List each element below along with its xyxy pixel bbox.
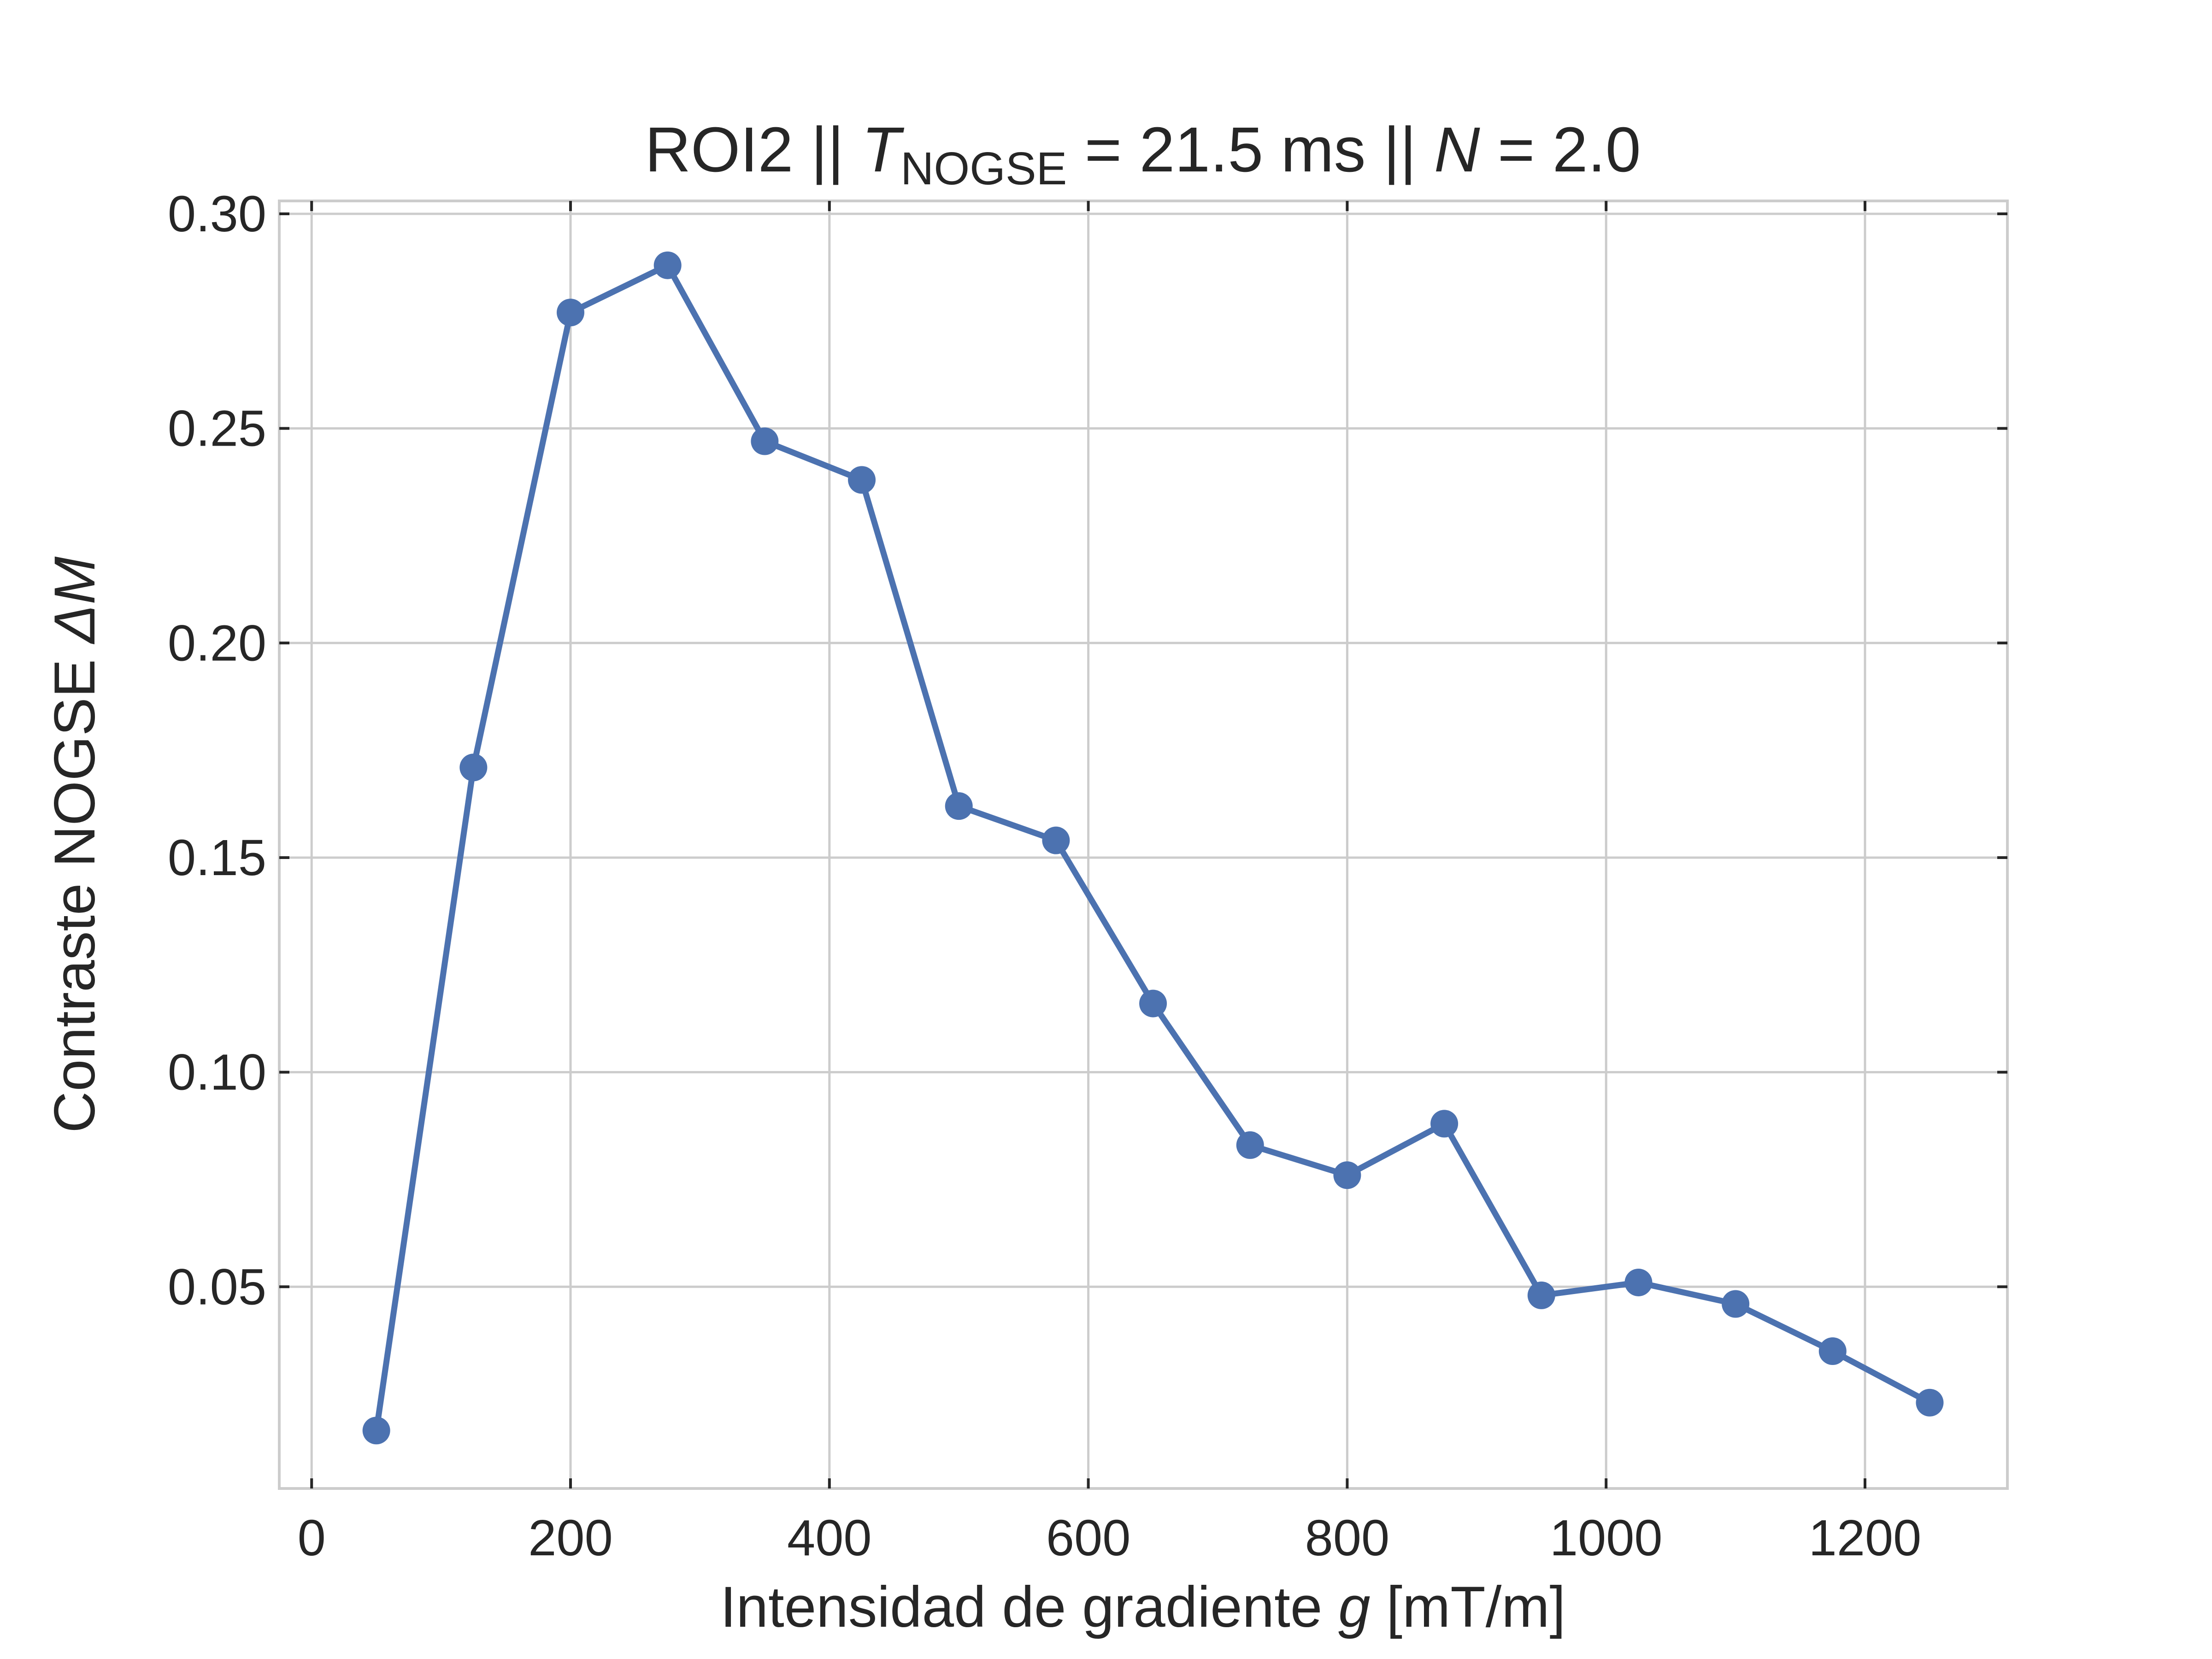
- chart-title: ROI2 || TNOGSE = 21.5 ms || N = 2.0: [645, 114, 1641, 194]
- x-tick-label: 0: [298, 1510, 326, 1566]
- x-tick-label: 400: [787, 1510, 872, 1566]
- data-point: [1624, 1268, 1653, 1296]
- y-tick-label: 0.25: [168, 400, 266, 457]
- data-point: [653, 251, 682, 279]
- plot-frame: [278, 200, 2009, 1490]
- data-point: [1527, 1281, 1555, 1309]
- x-tick-label: 200: [528, 1510, 613, 1566]
- ticks: [279, 201, 2007, 1488]
- x-tick-label: 1000: [1550, 1510, 1663, 1566]
- y-axis-title: Contraste NOGSE ΔM: [43, 556, 107, 1133]
- x-axis-title: Intensidad de gradiente g [mT/m]: [720, 1575, 1565, 1639]
- y-tick-label: 0.30: [168, 186, 266, 242]
- data-point: [557, 299, 585, 327]
- data-point: [751, 427, 779, 455]
- data-point: [1722, 1290, 1750, 1318]
- grid: [279, 201, 2007, 1488]
- data-point: [362, 1417, 390, 1445]
- series: [362, 251, 1944, 1445]
- data-point: [1139, 989, 1167, 1018]
- data-point: [459, 753, 488, 782]
- data-point: [945, 792, 973, 820]
- data-point: [1916, 1388, 1944, 1417]
- data-point: [1236, 1131, 1264, 1159]
- data-point: [1818, 1337, 1847, 1365]
- y-tick-label: 0.05: [168, 1259, 266, 1315]
- data-point: [1042, 826, 1070, 854]
- data-point: [848, 466, 876, 494]
- data-point: [1333, 1161, 1361, 1189]
- x-tick-label: 600: [1046, 1510, 1131, 1566]
- x-tick-label: 800: [1305, 1510, 1390, 1566]
- y-tick-label: 0.10: [168, 1044, 266, 1101]
- y-tick-label: 0.20: [168, 615, 266, 671]
- data-point: [1430, 1110, 1459, 1138]
- y-tick-label: 0.15: [168, 830, 266, 886]
- x-tick-label: 1200: [1809, 1510, 1922, 1566]
